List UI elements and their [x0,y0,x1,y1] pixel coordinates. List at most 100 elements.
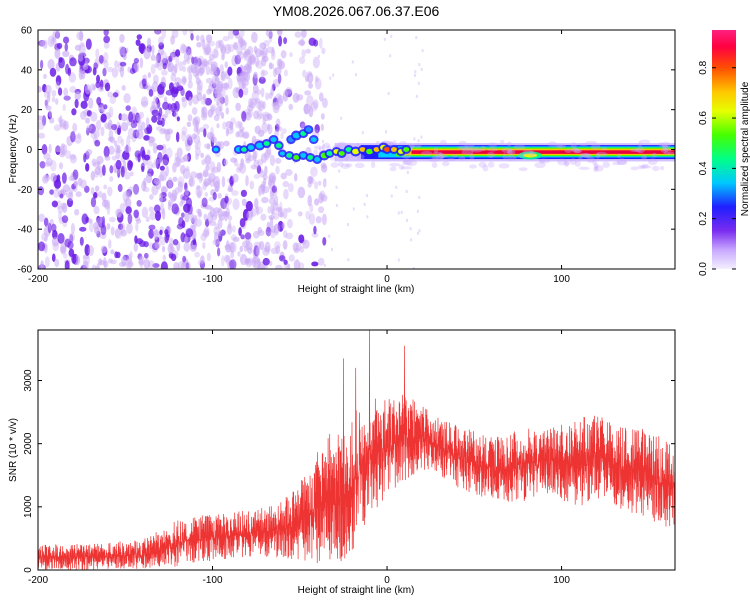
noise-blob [104,82,111,92]
noise-speck [397,211,400,215]
noise-blob [205,34,213,43]
ridge-haze [590,144,601,150]
noise-blob [152,263,160,268]
onset-blob [359,147,366,152]
noise-blob [143,186,150,193]
snr-series-line [38,330,675,570]
noise-blob [190,33,194,41]
noise-blob [100,245,108,254]
ridge-haze [574,149,582,154]
spectrogram-y-tick-label: 60 [21,26,33,37]
noise-blob [295,242,302,252]
noise-blob [193,134,201,145]
noise-blob [194,73,200,80]
noise-blob [151,44,155,55]
noise-blob [181,130,186,142]
onset-blob [279,151,285,156]
noise-blob [71,108,77,116]
noise-blob [258,186,262,197]
noise-blob [155,180,162,190]
noise-speck [323,263,326,267]
noise-blob [127,160,133,171]
ridge-haze [601,146,608,151]
noise-speck [385,130,388,134]
noise-blob [54,145,63,153]
noise-blob [107,258,113,264]
noise-blob [82,63,89,70]
noise-speck [410,238,413,242]
noise-blob [232,236,240,243]
colorbar-gradient [712,30,736,269]
ridge-haze [461,147,473,151]
noise-blob [143,154,150,161]
noise-blob [297,186,306,199]
noise-speck [387,91,390,95]
noise-blob [215,40,222,49]
ridge-haze [513,144,526,150]
ridge-haze [506,148,516,156]
noise-blob [72,122,78,133]
noise-blob [237,251,241,257]
colorbar-tick-label: 0.4 [698,161,709,175]
spectrogram-x-label: Height of straight line (km) [298,284,415,295]
noise-blob [92,192,98,199]
ridge-haze [616,153,621,159]
noise-blob [126,189,133,197]
noise-speck [346,223,349,227]
noise-blob [89,222,94,233]
noise-blob [277,58,283,70]
noise-blob [201,159,206,166]
noise-blob [107,91,113,98]
noise-blob [301,30,307,39]
noise-blob [109,136,116,144]
ridge-haze [506,141,512,147]
noise-blob [239,218,246,228]
ridge-haze [451,154,458,158]
noise-blob [310,166,318,178]
noise-blob [153,158,161,164]
noise-blob [184,212,190,223]
noise-speck [397,258,400,262]
ridge-haze [471,148,483,153]
noise-speck [418,195,421,199]
noise-blob [200,112,208,121]
noise-blob [173,63,178,74]
noise-blob [255,206,260,216]
noise-blob [196,208,201,214]
noise-blob [94,139,101,147]
ridge-haze [637,165,646,170]
noise-blob [120,222,126,235]
noise-blob [63,95,71,101]
ridge-haze [498,163,510,169]
ridge-haze [330,157,337,161]
noise-speck [332,73,335,77]
noise-blob [157,112,162,122]
noise-blob [114,228,123,240]
snr-y-label: SNR (10 * v/v) [8,418,19,482]
noise-blob [244,232,252,240]
noise-blob [160,261,168,269]
noise-blob [172,162,177,173]
noise-blob [121,84,126,91]
noise-blob [293,247,300,254]
onset-blob [391,147,398,152]
spectrogram-y-tick-label: 20 [21,105,33,116]
noise-blob [154,30,161,35]
noise-blob [282,128,287,134]
noise-blob [220,112,225,119]
noise-blob [46,93,51,103]
noise-blob [260,69,265,80]
noise-blob [221,255,225,267]
noise-blob [198,67,206,75]
noise-blob [137,253,143,260]
noise-blob [159,51,167,62]
noise-blob [257,229,265,236]
noise-blob [159,81,166,89]
noise-blob [275,245,281,255]
noise-blob [258,76,266,84]
noise-blob [114,60,119,68]
noise-blob [247,62,252,71]
noise-blob [49,117,55,124]
noise-blob [212,239,220,246]
ridge-haze [538,158,550,164]
